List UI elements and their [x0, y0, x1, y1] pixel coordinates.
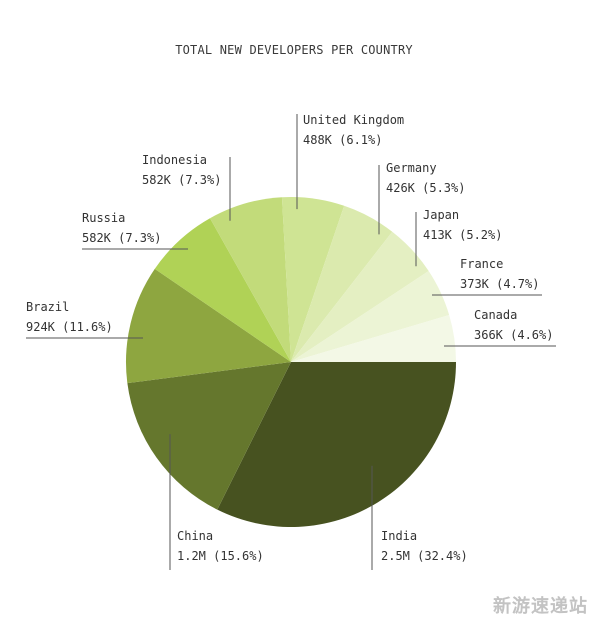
slice-label-name-china: China [177, 529, 213, 543]
pie-slice-russia [154, 218, 291, 362]
slice-label-value-germany: 426K (5.3%) [386, 181, 465, 195]
slice-label-name-india: India [381, 529, 417, 543]
slice-label-value-china: 1.2M (15.6%) [177, 549, 264, 563]
watermark: 新游速递站 [493, 596, 588, 617]
pie-slice-germany [291, 205, 393, 362]
chart-title: TOTAL NEW DEVELOPERS PER COUNTRY [175, 43, 413, 57]
pie-slice-united-kingdom [281, 197, 345, 362]
slice-label-name-france: France [460, 257, 503, 271]
slice-label-name-canada: Canada [474, 308, 517, 322]
slice-label-value-france: 373K (4.7%) [460, 277, 539, 291]
slice-label-name-indonesia: Indonesia [142, 153, 207, 167]
slice-label-value-russia: 582K (7.3%) [82, 231, 161, 245]
slice-label-value-indonesia: 582K (7.3%) [142, 173, 221, 187]
pie-slice-india [217, 362, 456, 527]
slice-label-name-japan: Japan [423, 208, 459, 222]
leader-lines [26, 114, 556, 570]
slice-label-value-canada: 366K (4.6%) [474, 328, 553, 342]
slice-label-value-japan: 413K (5.2%) [423, 228, 502, 242]
slice-label-value-india: 2.5M (32.4%) [381, 549, 468, 563]
pie-slice-indonesia [209, 197, 291, 362]
pie-slices [125, 197, 457, 527]
pie-slice-france [291, 271, 450, 362]
slice-label-name-germany: Germany [386, 161, 437, 175]
pie-slice-canada [291, 315, 457, 362]
pie-slice-brazil [125, 268, 291, 384]
slice-label-name-russia: Russia [82, 211, 125, 225]
pie-slice-japan [291, 231, 429, 362]
slice-label-value-brazil: 924K (11.6%) [26, 320, 113, 334]
pie-slice-china [127, 362, 291, 510]
slice-label-name-brazil: Brazil [26, 300, 69, 314]
slice-labels: India 2.5M (32.4%) China 1.2M (15.6%) Brazil… [26, 113, 553, 563]
slice-label-value-united-kingdom: 488K (6.1%) [303, 133, 382, 147]
slice-label-name-united-kingdom: United Kingdom [303, 113, 404, 127]
